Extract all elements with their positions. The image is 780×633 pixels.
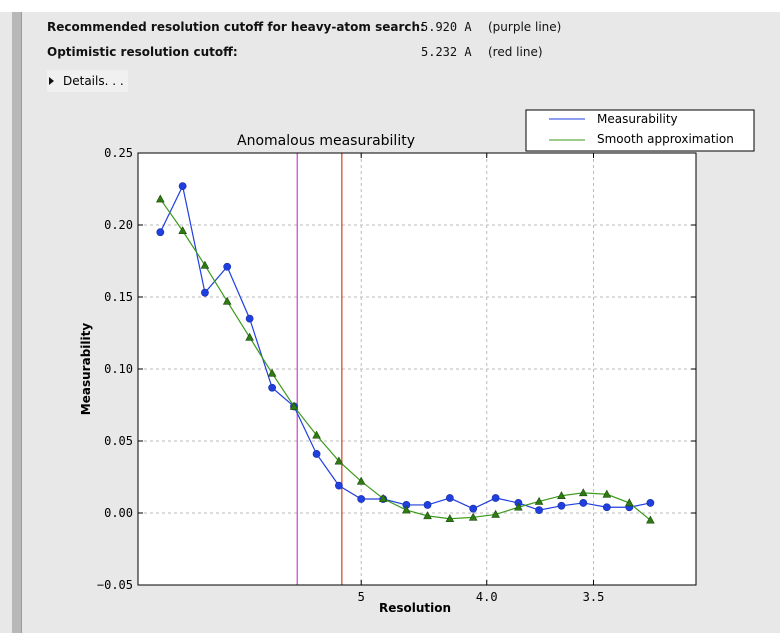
y-tick-label: 0.05 bbox=[104, 434, 133, 448]
optimistic-cutoff-label: Optimistic resolution cutoff: bbox=[47, 45, 238, 59]
y-tick-label: 0.00 bbox=[104, 506, 133, 520]
smooth-point bbox=[200, 260, 210, 269]
smooth-point bbox=[267, 368, 277, 377]
smooth-point bbox=[557, 491, 566, 500]
smooth-point bbox=[356, 476, 366, 485]
measurability-point bbox=[223, 262, 232, 271]
legend: Measurability Smooth approximation bbox=[525, 109, 755, 152]
y-axis-label: Measurability bbox=[79, 323, 93, 416]
legend-label-smooth: Smooth approximation bbox=[597, 132, 734, 146]
measurability-point bbox=[178, 182, 187, 191]
y-tick-label: 0.25 bbox=[104, 146, 133, 160]
smooth-point bbox=[156, 194, 165, 203]
measurability-point bbox=[646, 499, 655, 507]
x-tick-label: 4.0 bbox=[476, 590, 498, 604]
measurability-point bbox=[312, 450, 321, 458]
measurability-point bbox=[335, 481, 343, 490]
measurability-point bbox=[469, 504, 478, 513]
optimistic-cutoff-note: (red line) bbox=[488, 45, 543, 59]
measurability-point bbox=[602, 503, 611, 512]
y-tick-label: 0.15 bbox=[104, 290, 133, 304]
measurability-point bbox=[535, 506, 543, 515]
smooth-point bbox=[334, 456, 344, 465]
recommended-cutoff-note: (purple line) bbox=[488, 20, 562, 34]
smooth-point bbox=[445, 514, 455, 523]
recommended-cutoff-label: Recommended resolution cutoff for heavy-… bbox=[47, 20, 425, 34]
smooth-point bbox=[625, 498, 634, 507]
left-scrollbar[interactable] bbox=[12, 12, 22, 633]
x-tick-label: 3.5 bbox=[583, 590, 605, 604]
smooth-point bbox=[646, 515, 655, 524]
x-axis-label: Resolution bbox=[379, 601, 451, 615]
measurability-point bbox=[245, 314, 254, 323]
smooth-point bbox=[578, 488, 588, 497]
smooth-point bbox=[491, 509, 500, 518]
smooth-point bbox=[468, 512, 478, 521]
smooth-point bbox=[514, 502, 523, 511]
smooth-point bbox=[423, 511, 432, 520]
recommended-cutoff-value: 5.920 A bbox=[421, 20, 472, 34]
measurability-point bbox=[156, 228, 165, 237]
smooth-point bbox=[378, 493, 388, 502]
y-tick-label: 0.10 bbox=[104, 362, 133, 376]
disclosure-triangle-icon bbox=[49, 77, 54, 85]
optimistic-cutoff-value: 5.232 A bbox=[421, 45, 472, 59]
x-tick-label: 5 bbox=[358, 590, 365, 604]
smooth-point bbox=[534, 496, 544, 505]
measurability-point bbox=[579, 499, 588, 507]
measurability-point bbox=[445, 494, 454, 502]
legend-label-measurability: Measurability bbox=[597, 112, 678, 126]
measurability-point bbox=[557, 501, 566, 510]
measurability-point bbox=[268, 383, 277, 392]
smooth-point bbox=[602, 489, 612, 498]
smooth-point bbox=[222, 296, 232, 305]
details-label: Details. . . bbox=[63, 74, 124, 88]
measurability-point bbox=[357, 495, 366, 503]
y-tick-label: 0.20 bbox=[104, 218, 133, 232]
chart-title: Anomalous measurability bbox=[237, 133, 415, 149]
smooth-point bbox=[245, 332, 254, 341]
measurability-point bbox=[491, 494, 500, 502]
smooth-point bbox=[178, 226, 187, 235]
smooth-point bbox=[402, 505, 411, 514]
measurability-point bbox=[201, 288, 209, 297]
measurability-point bbox=[423, 501, 432, 509]
smooth-point bbox=[312, 430, 321, 439]
details-toggle[interactable]: Details. . . bbox=[47, 70, 128, 92]
smooth-point bbox=[289, 401, 299, 410]
top-strip bbox=[0, 0, 780, 12]
y-tick-label: −0.05 bbox=[97, 578, 133, 592]
